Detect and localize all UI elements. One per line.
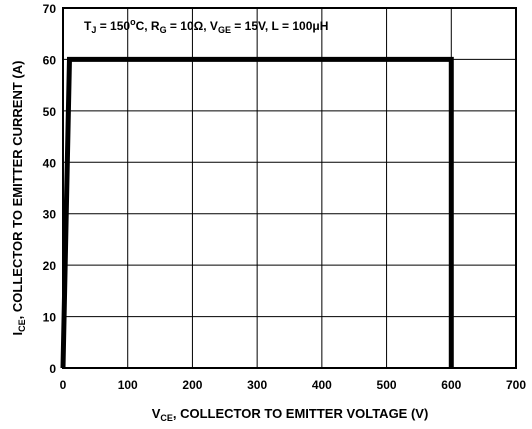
rbsoa-boundary-line: [60, 56, 454, 369]
grid: [62, 7, 517, 369]
annotation-tj-symbol: T: [84, 19, 92, 33]
x-axis-label: VCE, COLLECTOR TO EMITTER VOLTAGE (V): [152, 406, 429, 423]
x-tick-label: 400: [312, 378, 332, 392]
y-tick-label: 60: [43, 53, 57, 67]
series: [60, 56, 454, 369]
x-tick-label: 100: [118, 378, 138, 392]
x-tick-label: 200: [182, 378, 202, 392]
x-tick-label: 600: [441, 378, 461, 392]
y-tick-label: 50: [43, 105, 57, 119]
y-tick-label: 40: [43, 156, 57, 170]
x-tick-label: 300: [247, 378, 267, 392]
annotation-l-value: 100: [292, 19, 312, 33]
y-tick-label: 20: [43, 259, 57, 273]
y-tick-label: 30: [43, 208, 57, 222]
y-axis-label: ICE, COLLECTOR TO EMITTER CURRENT (A): [10, 61, 27, 336]
y-tick-label: 0: [49, 362, 56, 376]
y-tick-labels: 0 10 20 30 40 50 60 70: [43, 2, 57, 376]
annotation-tj-value: 150: [110, 19, 130, 33]
annotation-rg-value: 10: [180, 19, 194, 33]
y-tick-label: 70: [43, 2, 57, 16]
annotation-l-unit: H: [320, 19, 329, 33]
plot-frame: [62, 7, 517, 369]
x-tick-label: 700: [506, 378, 526, 392]
x-tick-label: 500: [377, 378, 397, 392]
annotation: TJ = 150oC, RG = 10Ω, VGE = 15V, L = 100…: [84, 17, 328, 35]
x-tick-labels: 0 100 200 300 400 500 600 700: [60, 378, 527, 392]
x-tick-label: 0: [60, 378, 67, 392]
y-tick-label: 10: [43, 311, 57, 325]
annotation-vge-value: 15V: [245, 19, 266, 33]
